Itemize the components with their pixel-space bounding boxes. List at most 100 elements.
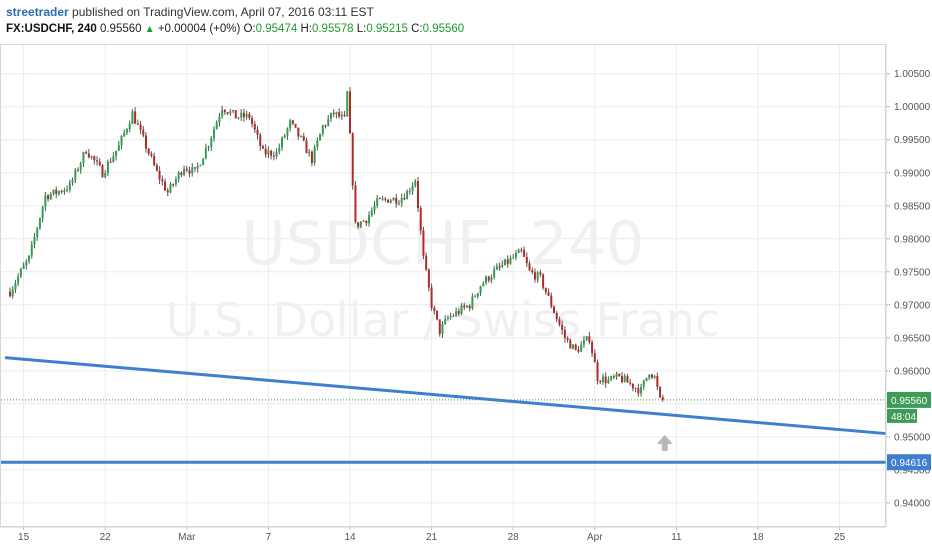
candle-body[interactable] [397, 203, 400, 205]
candle-body[interactable] [338, 112, 341, 117]
candle-body[interactable] [387, 199, 390, 203]
candle-body[interactable] [389, 200, 392, 203]
candle-body[interactable] [150, 153, 153, 156]
candle-body[interactable] [392, 197, 395, 201]
candle-body[interactable] [139, 124, 142, 130]
candle-body[interactable] [427, 269, 430, 288]
candle-body[interactable] [153, 155, 156, 166]
candle-body[interactable] [85, 152, 88, 154]
candle-body[interactable] [90, 156, 93, 158]
candle-body[interactable] [463, 305, 466, 308]
candle-body[interactable] [403, 197, 406, 200]
candle-body[interactable] [145, 135, 147, 149]
candle-body[interactable] [574, 344, 577, 350]
candle-body[interactable] [362, 220, 365, 222]
candle-body[interactable] [504, 259, 507, 266]
candle-body[interactable] [87, 153, 90, 158]
candle-body[interactable] [493, 269, 496, 278]
candle-body[interactable] [512, 257, 515, 259]
candle-body[interactable] [509, 257, 512, 264]
candle-body[interactable] [580, 344, 583, 352]
candle-body[interactable] [300, 136, 303, 138]
candle-body[interactable] [256, 129, 259, 135]
candle-body[interactable] [626, 376, 629, 383]
candle-body[interactable] [471, 296, 474, 309]
candle-body[interactable] [395, 197, 398, 204]
candle-body[interactable] [618, 373, 621, 376]
candle-body[interactable] [123, 132, 126, 137]
candle-body[interactable] [517, 249, 520, 254]
candle-body[interactable] [232, 110, 235, 112]
candle-body[interactable] [47, 195, 50, 200]
candle-body[interactable] [612, 376, 615, 378]
author-link[interactable]: streetrader [6, 5, 69, 19]
candle-body[interactable] [166, 190, 169, 193]
candle-body[interactable] [25, 261, 28, 266]
price-axis[interactable]: 1.00500 1.00000 0.99500 0.99000 0.98500 0.980… [886, 69, 931, 509]
candle-body[interactable] [49, 194, 52, 200]
candle-body[interactable] [321, 125, 324, 134]
candle-body[interactable] [569, 339, 572, 349]
candle-body[interactable] [531, 270, 534, 273]
candle-body[interactable] [199, 165, 202, 167]
candle-body[interactable] [229, 111, 232, 114]
candle-body[interactable] [596, 362, 599, 382]
candle-body[interactable] [44, 195, 47, 207]
candle-body[interactable] [128, 124, 131, 130]
candle-body[interactable] [41, 206, 44, 219]
candle-body[interactable] [359, 221, 362, 227]
candle-body[interactable] [637, 387, 640, 394]
candle-body[interactable] [242, 112, 245, 118]
candle-body[interactable] [71, 179, 74, 183]
candle-body[interactable] [131, 111, 134, 125]
candle-body[interactable] [30, 244, 33, 256]
candle-body[interactable] [550, 295, 553, 307]
candle-body[interactable] [63, 190, 66, 192]
candle-body[interactable] [237, 117, 240, 119]
candle-body[interactable] [615, 373, 618, 378]
candle-body[interactable] [343, 114, 346, 117]
candle-body[interactable] [406, 191, 409, 200]
candle-body[interactable] [368, 215, 371, 224]
candle-body[interactable] [340, 114, 343, 117]
candle-body[interactable] [275, 151, 278, 157]
candle-body[interactable] [346, 91, 349, 117]
candle-body[interactable] [476, 293, 479, 297]
candle-body[interactable] [55, 189, 58, 195]
price-chart[interactable]: USDCHF, 240 U.S. Dollar / Swiss Franc 1.… [0, 44, 932, 550]
candle-body[interactable] [82, 152, 85, 164]
candle-body[interactable] [357, 222, 360, 227]
candle-body[interactable] [180, 172, 183, 175]
candle-body[interactable] [577, 349, 580, 352]
time-axis[interactable]: 15 22 Mar 7 14 21 28 Apr 11 18 25 [18, 527, 846, 543]
candle-body[interactable] [267, 150, 270, 155]
candle-body[interactable] [561, 324, 564, 331]
candle-body[interactable] [558, 319, 561, 325]
candle-body[interactable] [482, 283, 485, 287]
candle-body[interactable] [134, 111, 137, 124]
trendline[interactable] [4, 356, 887, 436]
candle-body[interactable] [188, 170, 191, 174]
candle-body[interactable] [38, 218, 41, 229]
candle-body[interactable] [547, 292, 550, 296]
candle-body[interactable] [169, 184, 172, 193]
candle-body[interactable] [106, 161, 109, 173]
candle-body[interactable] [474, 296, 477, 298]
candle-body[interactable] [193, 167, 196, 169]
candle-body[interactable] [449, 316, 452, 318]
candle-body[interactable] [109, 161, 112, 163]
candle-body[interactable] [286, 128, 289, 136]
candle-body[interactable] [433, 307, 436, 311]
candle-body[interactable] [210, 138, 213, 147]
candle-body[interactable] [115, 150, 118, 157]
candle-body[interactable] [539, 272, 542, 275]
candle-body[interactable] [96, 160, 99, 162]
candle-body[interactable] [9, 291, 11, 297]
candle-body[interactable] [191, 167, 194, 174]
candle-body[interactable] [261, 146, 264, 149]
candle-body[interactable] [414, 181, 417, 187]
candle-body[interactable] [68, 182, 71, 190]
candle-body[interactable] [607, 379, 610, 384]
candle-body[interactable] [422, 230, 425, 256]
candle-body[interactable] [354, 185, 357, 223]
